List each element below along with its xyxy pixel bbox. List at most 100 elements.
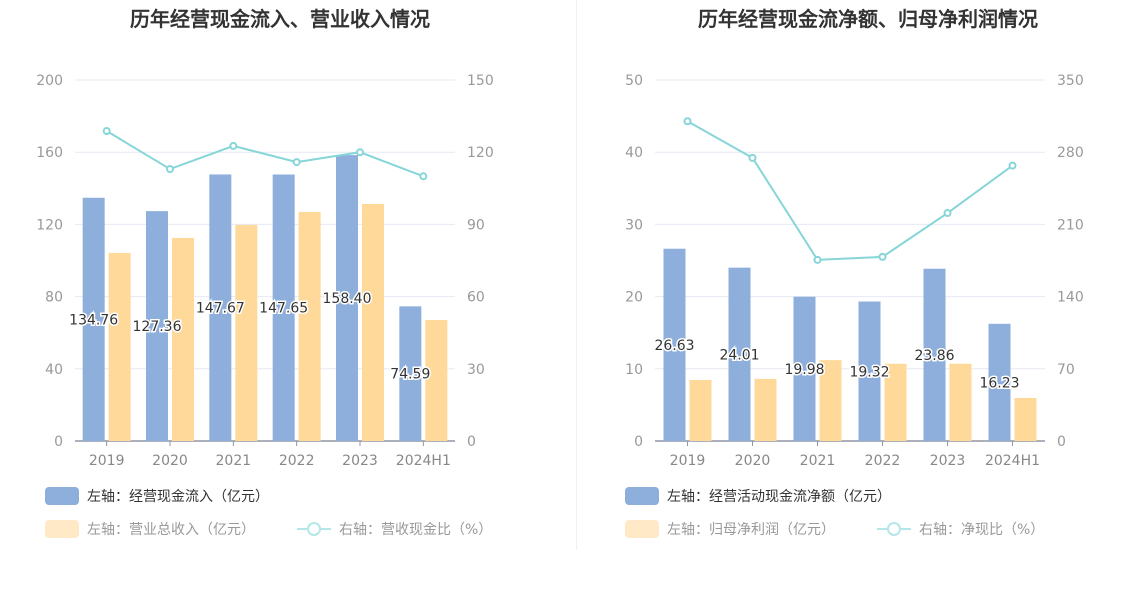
line-point xyxy=(229,141,238,150)
y-right-tick: 120 xyxy=(467,145,494,161)
legend-swatch-yellow[interactable] xyxy=(45,520,79,538)
bar-yellow xyxy=(884,363,907,441)
legend-circle-icon xyxy=(887,522,901,536)
line-point xyxy=(356,148,364,157)
y-right-tick: 70 xyxy=(1057,362,1075,378)
y-left-tick: 40 xyxy=(45,362,63,378)
y-left-tick: 10 xyxy=(625,362,643,378)
x-tick-label: 2024H1 xyxy=(985,453,1040,469)
legend-label: 左轴：营业总收入（亿元） xyxy=(87,522,255,538)
line-point xyxy=(943,209,952,218)
bar-blue xyxy=(146,211,168,441)
data-label: 147.65 xyxy=(259,301,308,317)
chart-0: 历年经营现金流入、营业收入情况 0 0 40 30 80 60 120 90 160 120 200 1… xyxy=(36,7,494,538)
data-label: 23.86 xyxy=(914,348,954,364)
y-left-tick: 160 xyxy=(36,145,63,161)
y-left-tick: 0 xyxy=(634,434,643,450)
x-tick-label: 2020 xyxy=(152,453,188,469)
data-label: 19.32 xyxy=(849,364,889,380)
x-tick-label: 2019 xyxy=(89,453,125,469)
bar-blue xyxy=(209,174,232,442)
data-label: 147.67 xyxy=(196,301,245,317)
bar-yellow xyxy=(172,237,194,441)
bar-blue xyxy=(272,174,295,441)
x-tick-label: 2024H1 xyxy=(396,453,451,469)
legend-swatch-yellow[interactable] xyxy=(625,520,659,538)
y-right-tick: 280 xyxy=(1057,145,1084,161)
line-point xyxy=(102,127,111,136)
y-right-tick: 60 xyxy=(467,290,485,306)
x-tick-label: 2022 xyxy=(865,453,901,469)
y-right-tick: 350 xyxy=(1057,73,1084,89)
y-left-tick: 200 xyxy=(36,73,63,89)
bar-blue xyxy=(399,306,422,441)
x-tick-label: 2020 xyxy=(735,453,771,469)
y-left-tick: 50 xyxy=(625,73,643,89)
y-left-tick: 20 xyxy=(625,290,643,306)
y-left-tick: 30 xyxy=(625,217,643,233)
x-tick-label: 2021 xyxy=(216,453,252,469)
y-right-tick: 0 xyxy=(1057,434,1066,450)
bar-blue xyxy=(336,155,358,441)
data-label: 74.59 xyxy=(390,367,430,383)
x-tick-label: 2019 xyxy=(670,453,706,469)
x-tick-label: 2023 xyxy=(342,453,378,469)
bar-blue xyxy=(728,267,751,441)
y-right-tick: 30 xyxy=(467,362,485,378)
data-label: 19.98 xyxy=(784,362,824,378)
y-right-tick: 210 xyxy=(1057,217,1084,233)
x-tick-label: 2023 xyxy=(930,453,966,469)
bar-yellow xyxy=(949,363,972,441)
legend-swatch-blue[interactable] xyxy=(625,487,659,505)
bar-yellow xyxy=(754,378,777,441)
data-label: 16.23 xyxy=(979,375,1019,391)
bar-yellow xyxy=(108,252,131,441)
line-point xyxy=(878,252,887,261)
bar-yellow xyxy=(425,320,448,441)
data-label: 158.40 xyxy=(323,291,372,307)
bar-blue xyxy=(793,296,816,441)
bar-yellow xyxy=(362,204,384,441)
bar-blue xyxy=(82,197,105,441)
legend-label: 左轴：经营现金流入（亿元） xyxy=(87,489,269,505)
data-label: 134.76 xyxy=(69,312,118,328)
line-point xyxy=(1008,161,1017,170)
bar-yellow xyxy=(1014,397,1037,441)
line-series xyxy=(687,120,1014,261)
y-right-tick: 150 xyxy=(467,73,494,89)
bar-yellow xyxy=(235,224,258,441)
panel-divider xyxy=(576,0,577,550)
bar-blue xyxy=(923,268,946,441)
x-tick-label: 2021 xyxy=(800,453,836,469)
line-point xyxy=(292,158,301,167)
line-point xyxy=(166,165,174,174)
legend-label: 右轴：营收现金比（%） xyxy=(339,522,492,538)
data-label: 24.01 xyxy=(719,347,759,363)
bar-blue xyxy=(663,248,686,441)
y-left-tick: 120 xyxy=(36,217,63,233)
bar-yellow xyxy=(689,379,712,441)
y-left-tick: 80 xyxy=(45,290,63,306)
data-label: 26.63 xyxy=(654,338,694,354)
y-left-tick: 40 xyxy=(625,145,643,161)
line-series xyxy=(106,130,424,178)
legend-label: 左轴：归母净利润（亿元） xyxy=(667,521,835,538)
line-point xyxy=(419,172,428,181)
bar-blue xyxy=(858,301,881,441)
bar-yellow xyxy=(819,360,842,441)
chart-title: 历年经营现金流净额、归母净利润情况 xyxy=(698,7,1038,31)
x-tick-label: 2022 xyxy=(279,453,315,469)
y-right-tick: 0 xyxy=(467,434,476,450)
line-point xyxy=(748,153,757,162)
y-right-tick: 140 xyxy=(1057,290,1084,306)
y-right-tick: 90 xyxy=(467,217,485,233)
line-point xyxy=(813,255,822,264)
y-left-tick: 0 xyxy=(54,434,63,450)
chart-1: 历年经营现金流净额、归母净利润情况 0 0 10 70 20 140 30 210 40 280 50… xyxy=(625,7,1084,538)
legend-swatch-blue[interactable] xyxy=(45,487,79,505)
data-label: 127.36 xyxy=(133,319,182,335)
line-point xyxy=(683,117,692,126)
bar-yellow xyxy=(298,211,321,441)
